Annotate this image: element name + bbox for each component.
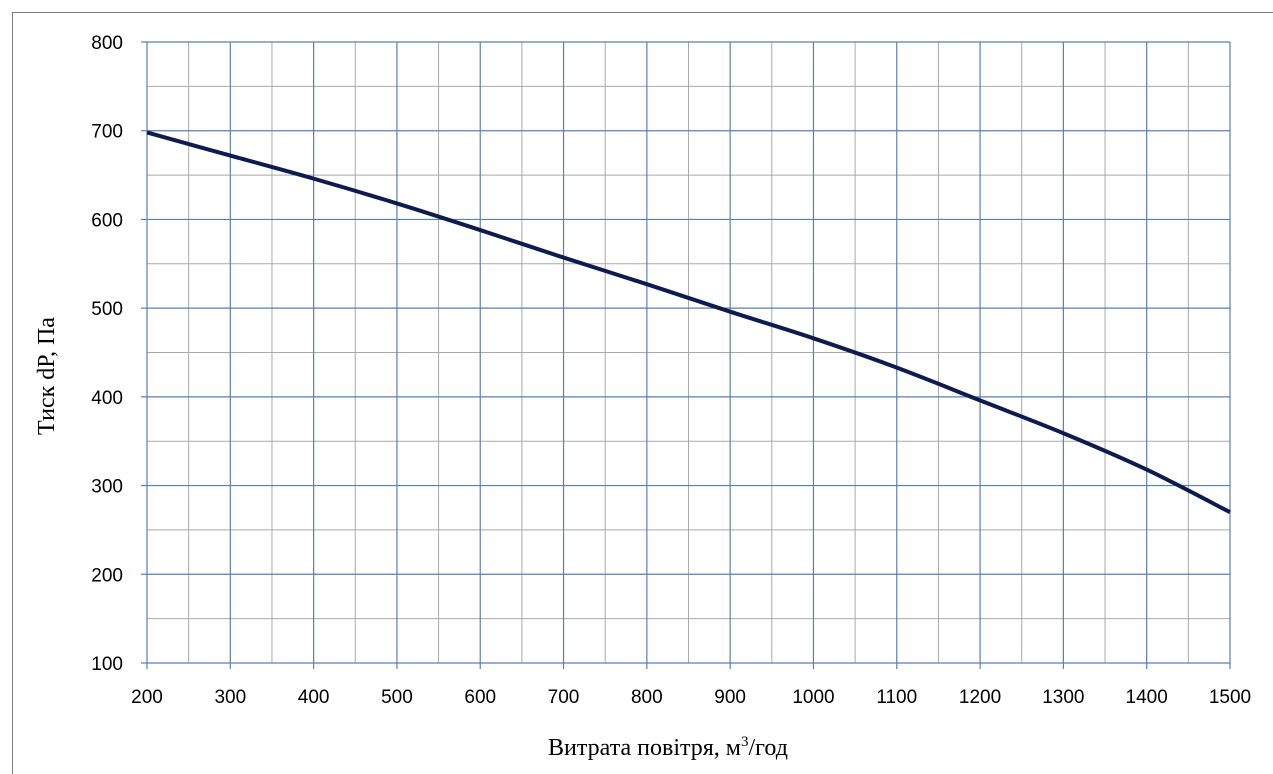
y-tick-label: 400 bbox=[91, 388, 123, 409]
x-tick-label: 800 bbox=[631, 687, 663, 708]
x-axis-title-suffix: /год bbox=[749, 735, 788, 761]
minor-grid bbox=[147, 42, 1230, 663]
x-tick-label: 200 bbox=[131, 687, 163, 708]
series-layer bbox=[146, 130, 1231, 514]
y-tick-label: 300 bbox=[91, 477, 123, 498]
x-axis-title-superscript: 3 bbox=[741, 734, 749, 750]
x-tick-label: 1000 bbox=[792, 687, 834, 708]
x-tick-label: 1400 bbox=[1126, 687, 1168, 708]
y-tick-label: 800 bbox=[91, 33, 123, 54]
y-tick-label: 600 bbox=[91, 210, 123, 231]
x-tick-label: 1300 bbox=[1042, 687, 1084, 708]
x-axis-title: Витрата повітря, м3/год bbox=[548, 734, 788, 761]
x-axis-title-main: Витрата повітря, м bbox=[548, 735, 741, 761]
x-tick-label: 900 bbox=[714, 687, 746, 708]
y-tick-label: 500 bbox=[91, 299, 123, 320]
x-tick-label: 600 bbox=[464, 687, 496, 708]
y-tick-labels: 100 200 300 400 500 600 700 800 bbox=[91, 33, 123, 675]
series-line bbox=[146, 130, 1231, 514]
y-tick-label: 700 bbox=[91, 122, 123, 143]
x-tick-label: 300 bbox=[214, 687, 246, 708]
x-tick-label: 700 bbox=[548, 687, 580, 708]
y-tick-label: 200 bbox=[91, 565, 123, 586]
x-tick-label: 1100 bbox=[876, 687, 917, 708]
x-tick-label: 1500 bbox=[1209, 687, 1251, 708]
x-tick-label: 500 bbox=[381, 687, 413, 708]
x-tick-labels: 200 300 400 500 600 700 800 900 1000 1100 1200 1300… bbox=[131, 687, 1251, 708]
y-tick-label: 100 bbox=[91, 654, 123, 675]
x-tick-label: 1200 bbox=[959, 687, 1001, 708]
x-tick-label: 400 bbox=[298, 687, 330, 708]
y-axis-title: Тиск dP, Па bbox=[34, 317, 60, 435]
major-grid bbox=[141, 41, 1231, 669]
chart-frame bbox=[12, 12, 1273, 774]
